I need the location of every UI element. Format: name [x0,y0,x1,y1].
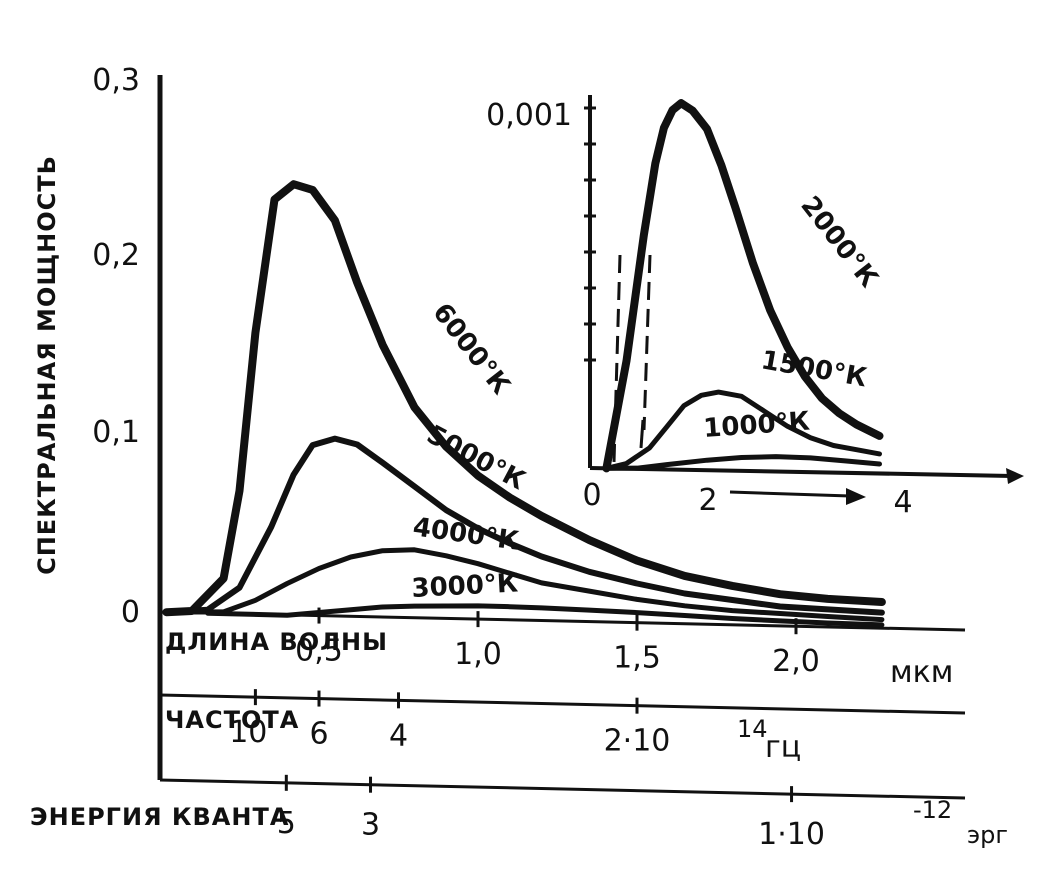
inset-curve-1500 [603,389,882,471]
y-tick-0-3: 0,3 [92,63,140,98]
frequency-unit: гц [765,730,801,765]
inset-x-axis-arrowhead [1006,468,1024,484]
main-chart: 0 0,1 0,2 0,3 СПЕКТРАЛЬНАЯ МОЩНОСТЬ ДЛИН… [30,63,1008,852]
wavelength-tick-label: 2,0 [772,644,820,679]
inset-y-minor-ticks [584,106,596,362]
curve-3000 [205,603,885,628]
wavelength-tick-label: 1,0 [454,637,502,672]
frequency-tick-label: 2·10 [604,724,671,759]
frequency-axis-label: ЧАСТОТА [165,706,299,734]
y-tick-0: 0 [121,595,140,630]
label-2000: 2000°К [794,191,883,293]
label-3000: 3000°К [411,568,519,604]
inset-visible-band-mark [639,419,645,449]
label-1000: 1000°К [702,407,810,444]
inset-direction-arrowhead [846,488,866,505]
inset-x-tick-4: 4 [893,485,912,520]
inset-curve-1000 [603,454,882,471]
label-6000: 6000°К [426,298,515,400]
energy-unit: эрг [967,821,1008,849]
wavelength-axis-label: ДЛИНА ВОЛНЫ [165,628,388,656]
inset-y-tick-max: 0,001 [486,98,572,133]
curve-5000 [163,435,885,616]
energy-axis-label: ЭНЕРГИЯ КВАНТА [30,803,289,831]
wavelength-unit: мкм [890,655,953,690]
inset-curve-2000 [602,99,884,473]
label-5000: 5000°К [422,420,530,497]
energy-axis [159,778,966,800]
frequency-ticks: 10 6 4 2·10 [229,689,670,759]
inset-x-tick-2: 2 [698,483,717,518]
inset-curves [602,99,884,473]
curve-4000 [163,547,885,623]
frequency-axis [159,693,966,715]
y-tick-0-2: 0,2 [92,238,140,273]
energy-exponent: -12 [913,796,952,824]
wavelength-tick-label: 1,5 [613,641,661,676]
wavelength-tick-label: 0,5 [295,634,343,669]
inset-chart: 0,001 0 2 4 2000°К 1500°К 1000°К [486,95,1024,520]
energy-tick-label: 3 [361,808,380,843]
frequency-tick-label: 4 [389,718,408,753]
energy-tick-label: 5 [277,806,296,841]
main-curves [162,180,886,628]
inset-visible-band-dash-2 [642,254,652,431]
wavelength-ticks: 0,5 1,0 1,5 2,0 [295,607,820,679]
energy-tick-label: 1·10 [758,817,825,852]
y-axis-label: СПЕКТРАЛЬНАЯ МОЩНОСТЬ [33,155,61,575]
energy-ticks: 5 3 1·10 [277,774,825,852]
inset-direction-arrow [729,490,851,498]
y-tick-0-1: 0,1 [92,415,140,450]
frequency-exponent: 14 [737,715,768,743]
curve-6000 [162,180,886,617]
inset-x-axis [589,466,1013,478]
inset-x-tick-0: 0 [582,478,601,513]
frequency-tick-label: 10 [229,715,267,750]
frequency-tick-label: 6 [309,717,328,752]
